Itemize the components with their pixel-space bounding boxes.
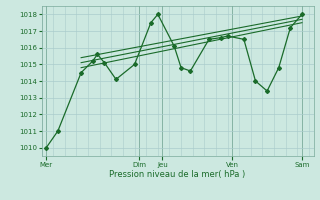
X-axis label: Pression niveau de la mer( hPa ): Pression niveau de la mer( hPa ) <box>109 170 246 179</box>
